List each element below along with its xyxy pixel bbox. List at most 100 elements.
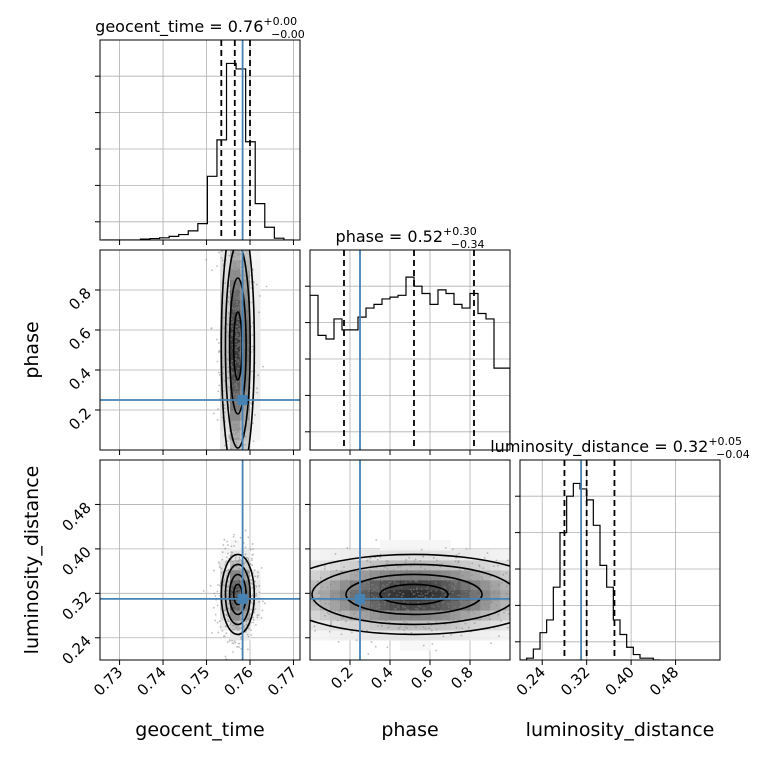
panel-luminosity_distance-vs-luminosity_distance: [519, 459, 721, 661]
sample-point: [234, 271, 237, 274]
sample-point: [430, 590, 432, 592]
sample-point: [247, 352, 250, 355]
sample-point: [419, 605, 422, 608]
sample-point: [256, 574, 259, 577]
sample-point: [231, 306, 234, 309]
sample-point: [318, 590, 321, 592]
sample-point: [465, 548, 468, 550]
sample-point: [346, 546, 349, 549]
sample-point: [451, 548, 454, 551]
sample-point: [234, 346, 237, 349]
sample-point: [474, 586, 476, 589]
sample-point: [238, 604, 241, 607]
density-cell: [240, 560, 251, 571]
sample-point: [229, 572, 232, 575]
sample-point: [528, 601, 530, 603]
sample-point: [228, 434, 231, 436]
sample-point: [261, 600, 264, 603]
sample-point: [454, 582, 457, 584]
sample-point: [238, 526, 240, 528]
sample-point: [428, 609, 431, 612]
sample-point: [331, 596, 334, 598]
sample-point: [303, 634, 305, 636]
sample-point: [232, 651, 234, 653]
sample-point: [228, 235, 230, 237]
density-cell: [340, 560, 351, 571]
sample-point: [245, 500, 247, 502]
density-cell: [360, 550, 371, 561]
density-cell: [480, 620, 491, 631]
sample-point: [256, 387, 258, 390]
sample-point: [521, 583, 523, 585]
sample-point: [257, 374, 260, 377]
density-cell: [380, 630, 391, 641]
sample-point: [237, 642, 240, 645]
sample-point: [226, 641, 229, 644]
sample-point: [230, 200, 232, 202]
contour-level: [311, 563, 510, 626]
density-cell: [380, 590, 391, 601]
sample-point: [227, 366, 230, 369]
sample-point: [235, 187, 237, 189]
sample-point: [460, 634, 463, 637]
sample-point: [482, 567, 485, 570]
sample-point: [488, 586, 491, 589]
density-cell: [450, 620, 461, 631]
tick-label-geocent_time: 0.75: [177, 663, 213, 699]
sample-point: [225, 499, 227, 501]
sample-point: [238, 362, 241, 365]
sample-point: [343, 600, 346, 603]
sample-point: [245, 302, 248, 305]
sample-point: [205, 258, 208, 261]
density-cell: [440, 540, 451, 551]
sample-point: [455, 626, 458, 629]
sample-point: [255, 215, 257, 217]
sample-point: [464, 622, 467, 625]
sample-point: [232, 582, 235, 584]
sample-point: [447, 617, 449, 620]
sample-point: [223, 327, 226, 330]
sample-point: [370, 604, 373, 607]
sample-point: [246, 371, 249, 373]
sample-point: [424, 627, 427, 630]
sample-point: [233, 252, 236, 255]
sample-point: [224, 547, 227, 550]
sample-point: [379, 556, 382, 558]
sample-point: [532, 534, 534, 536]
sample-point: [360, 589, 363, 592]
sample-point: [237, 360, 240, 363]
density-cell: [250, 570, 261, 581]
density-cell: [370, 610, 381, 621]
density-cell: [310, 550, 321, 561]
density-cell: [240, 550, 251, 561]
sample-point: [244, 443, 247, 446]
sample-point: [244, 243, 246, 245]
sample-point: [238, 646, 241, 648]
sample-point: [443, 585, 445, 588]
sample-point: [227, 619, 230, 621]
sample-point: [473, 592, 476, 595]
sample-point: [501, 582, 503, 584]
sample-point: [308, 546, 310, 548]
sample-point: [363, 584, 366, 587]
sample-point: [251, 334, 254, 337]
contour-level: [379, 583, 449, 606]
tick-label-phase: 0.2: [327, 663, 357, 693]
density-cell: [360, 620, 371, 631]
sample-point: [252, 616, 254, 619]
sample-point: [235, 431, 238, 434]
sample-point: [253, 281, 255, 283]
density-cell: [410, 630, 421, 641]
sample-point: [345, 606, 348, 608]
sample-point: [478, 604, 481, 607]
sample-point: [226, 440, 229, 443]
density-cell: [460, 630, 471, 641]
sample-point: [431, 605, 433, 608]
density-cell: [320, 570, 331, 581]
density-cell: [430, 580, 441, 591]
density-cell: [310, 580, 321, 591]
sample-point: [396, 594, 399, 597]
sample-point: [239, 604, 242, 607]
sample-point: [422, 626, 425, 629]
sample-point: [459, 569, 461, 572]
